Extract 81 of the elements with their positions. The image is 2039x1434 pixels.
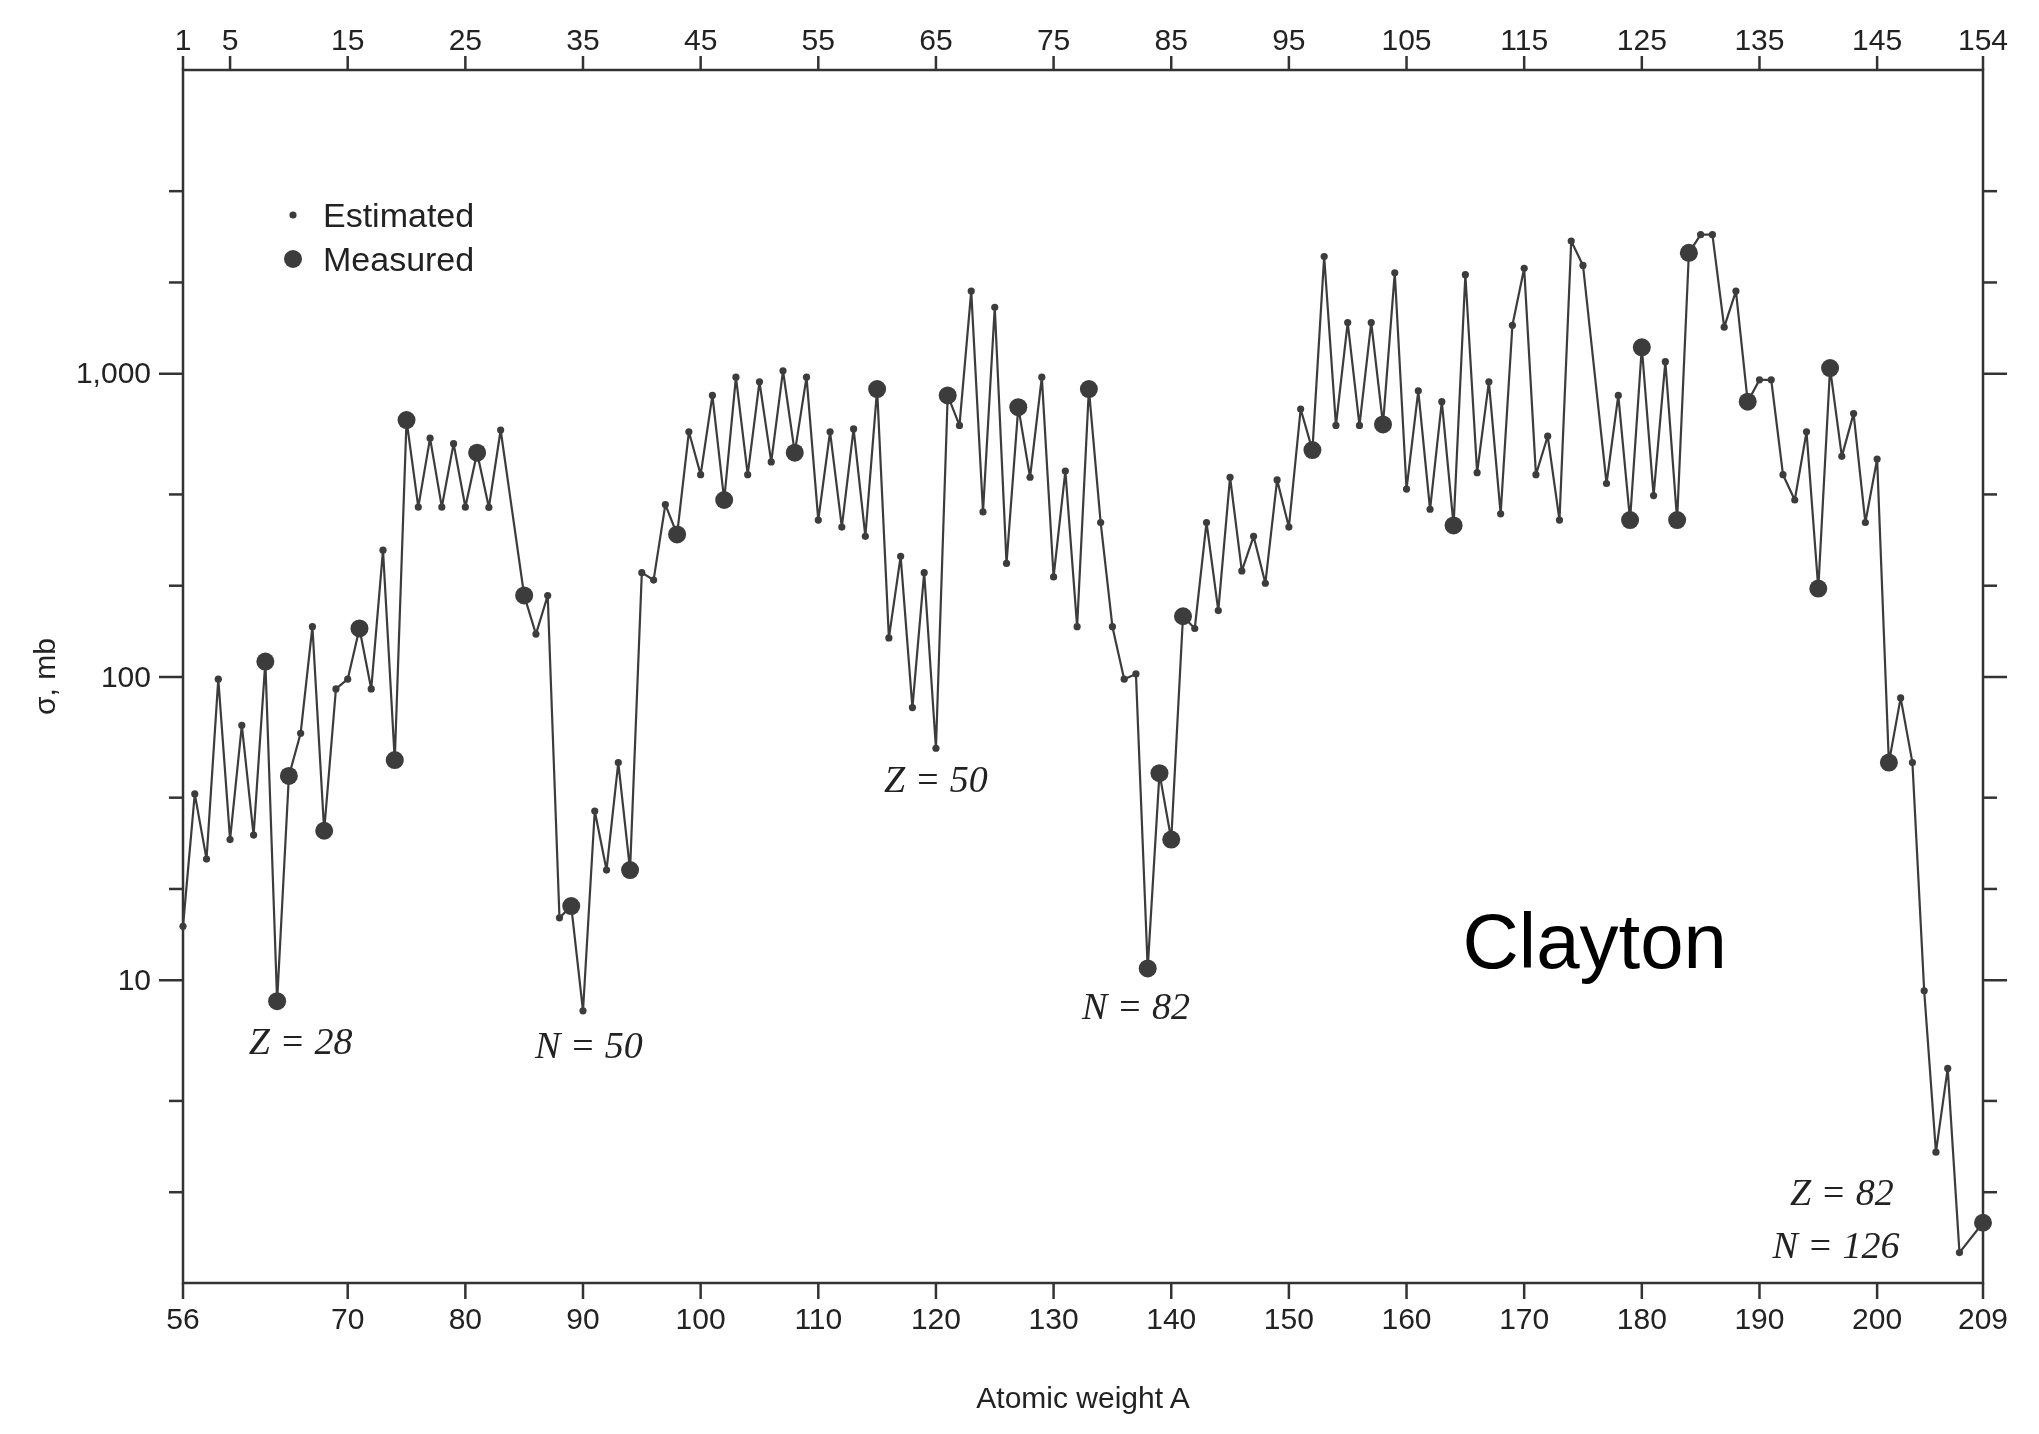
x2-tick-label: 45	[683, 23, 718, 56]
x-axis-title: Atomic weight A	[976, 1381, 1190, 1414]
x-tick-label: 200	[1852, 1302, 1903, 1335]
point	[515, 586, 534, 605]
x2-tick-label: 85	[1154, 23, 1188, 56]
point	[1162, 830, 1181, 849]
point	[1444, 516, 1463, 535]
x2-tick-label: 135	[1734, 23, 1785, 56]
point	[1974, 1213, 1992, 1232]
annotation: Clayton	[1462, 896, 1727, 985]
point	[1821, 359, 1840, 378]
point	[668, 525, 687, 544]
point	[1621, 511, 1640, 530]
x-tick-label: 190	[1734, 1302, 1785, 1335]
annotation: Z = 50	[884, 758, 988, 801]
x2-tick-label: 95	[1272, 23, 1306, 56]
annotation: N = 126	[1771, 1223, 1900, 1266]
point	[397, 411, 416, 430]
x-tick-label: 150	[1263, 1302, 1314, 1335]
point	[1809, 579, 1828, 598]
x-tick-label: 90	[566, 1302, 600, 1335]
x-tick-label: 110	[794, 1302, 843, 1335]
x-tick-label: 120	[910, 1302, 961, 1335]
annotation: N = 50	[533, 1024, 643, 1067]
point	[1303, 441, 1322, 460]
x-tick-label: 100	[675, 1302, 726, 1335]
x2-tick-label: 115	[1500, 23, 1549, 56]
x-tick-label: 56	[166, 1302, 200, 1335]
x-tick-label: 209	[1957, 1302, 2009, 1335]
point	[715, 490, 734, 509]
x2-tick-label: 1	[174, 23, 192, 56]
x-tick-label: 160	[1381, 1302, 1432, 1335]
point	[468, 443, 487, 462]
x-tick-label: 70	[331, 1302, 365, 1335]
point	[1138, 959, 1157, 978]
point	[1079, 380, 1098, 399]
point	[1632, 338, 1651, 357]
x2-tick-label: 105	[1381, 23, 1432, 56]
x2-tick-label: 55	[801, 23, 835, 56]
point	[1150, 764, 1169, 783]
point	[1738, 392, 1757, 411]
y-tick-label: 1,000	[75, 356, 151, 390]
x2-tick-label: 75	[1036, 23, 1071, 56]
annotation: N = 82	[1080, 985, 1190, 1028]
point	[350, 619, 369, 638]
point	[785, 443, 804, 462]
y-tick-label: 100	[100, 659, 151, 693]
x2-tick-label: 25	[448, 23, 483, 56]
point	[315, 821, 334, 840]
legend-label: Measured	[323, 239, 475, 278]
x2-tick-label: 145	[1852, 23, 1903, 56]
point	[1009, 398, 1028, 417]
point	[621, 861, 640, 880]
x-tick-label: 140	[1146, 1302, 1197, 1335]
x2-tick-label: 65	[919, 23, 953, 56]
annotation: Z = 82	[1789, 1171, 1894, 1214]
point	[279, 766, 298, 785]
point	[1374, 415, 1392, 434]
x2-tick-label: 15	[331, 23, 365, 56]
point	[1679, 243, 1698, 262]
point	[562, 897, 581, 916]
point	[268, 992, 287, 1011]
point	[938, 386, 957, 405]
x-tick-label: 130	[1028, 1302, 1079, 1335]
point	[385, 751, 404, 770]
y-axis-title: σ, mb	[28, 638, 61, 715]
point	[1879, 753, 1898, 772]
x-tick-label: 170	[1499, 1302, 1550, 1335]
point	[868, 380, 887, 399]
point	[1668, 511, 1687, 530]
point	[1174, 607, 1192, 626]
legend-label: Estimated	[323, 195, 475, 234]
point	[256, 652, 275, 671]
x2-tick-label: 35	[566, 23, 600, 56]
x-tick-label: 80	[448, 1302, 483, 1335]
x-tick-label: 180	[1616, 1302, 1667, 1335]
x2-tick-label: 5	[221, 23, 239, 56]
annotation: Z = 28	[248, 1019, 353, 1062]
x2-tick-label: 125	[1616, 23, 1667, 56]
x2-tick-label: 154	[1957, 23, 2009, 56]
y-tick-label: 10	[117, 962, 151, 996]
